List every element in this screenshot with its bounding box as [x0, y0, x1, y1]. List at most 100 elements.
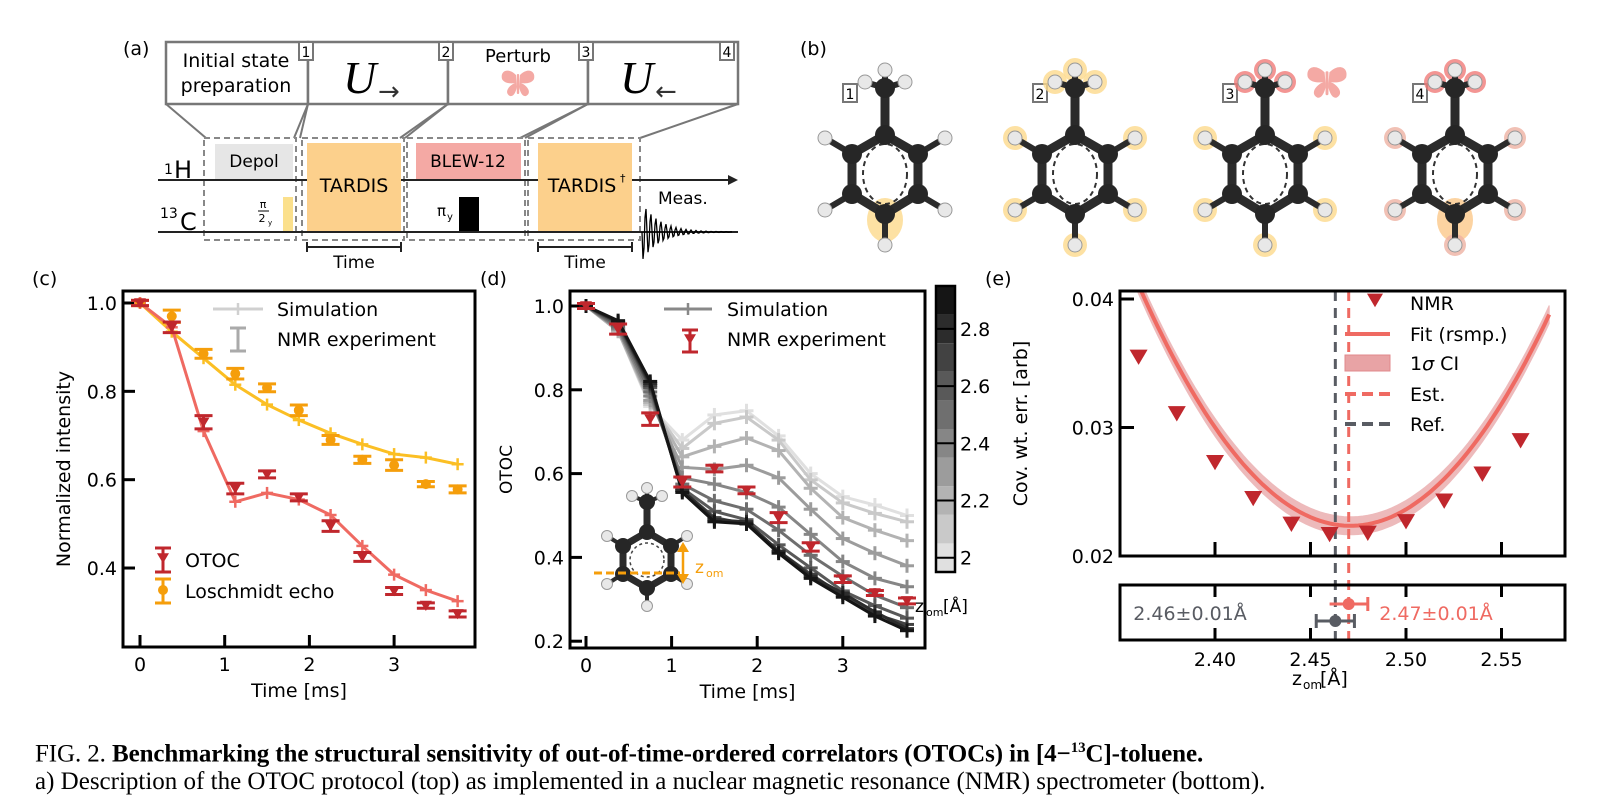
caption-line-2: a) Description of the OTOC protocol (top…	[35, 768, 1266, 795]
time-label-2: Time	[563, 253, 606, 273]
tardis-block	[307, 143, 401, 231]
colorbar-segment	[936, 343, 955, 372]
data-point	[772, 512, 785, 523]
data-point	[198, 348, 209, 359]
data-point	[901, 596, 913, 607]
molecule-2: 2	[1003, 58, 1147, 257]
legend-label: 1σ CI	[1410, 353, 1459, 375]
hydrogen-atom	[1197, 130, 1213, 146]
hydrogen-atom	[1507, 202, 1523, 218]
hydrogen-atom	[1427, 74, 1443, 90]
time-bracket-2	[537, 242, 633, 252]
pi2-sub: y	[268, 219, 272, 227]
legend-marker	[158, 585, 168, 595]
data-point	[708, 463, 721, 474]
chart-e-frame	[1118, 289, 1567, 558]
hydrogen-atom	[1257, 62, 1273, 78]
data-point	[324, 521, 337, 532]
hydrogen-atom	[937, 202, 953, 218]
colorbar-label-sub: om	[926, 606, 943, 619]
zom-label-sub: om	[706, 567, 723, 580]
y-tick-label: 1.0	[87, 293, 117, 315]
carbon-atom	[1445, 204, 1465, 224]
x-axis-label: z	[1292, 668, 1302, 690]
data-point	[1511, 433, 1530, 449]
chart-c-frame	[121, 289, 477, 649]
series-otoc-exp	[131, 298, 467, 620]
colorbar-label-unit: [Å]	[943, 595, 968, 617]
data-point	[1473, 466, 1492, 482]
data-point	[292, 492, 305, 503]
x-tick-label: 3	[388, 654, 400, 676]
molecule-marker-label: 1	[846, 87, 855, 103]
c-channel-sup: 13	[160, 206, 178, 222]
data-point	[451, 609, 464, 620]
blew12-block	[416, 143, 521, 179]
stage-initial-line2: preparation	[181, 75, 292, 97]
stage-boxes	[164, 40, 740, 106]
carbon-atom	[908, 184, 928, 204]
time-arrow-icon	[728, 175, 738, 185]
colorbar-tick-label: 2	[960, 548, 972, 570]
data-point	[230, 368, 241, 379]
zom-label: z	[695, 558, 704, 578]
carbon-atom	[1065, 125, 1085, 145]
hydrogen-atom	[1447, 62, 1463, 78]
zom-arrow-head-down	[677, 574, 689, 584]
hydrogen-atom	[817, 202, 833, 218]
carbon-atom	[1288, 184, 1308, 204]
molecule-marker-label: 3	[1226, 87, 1235, 103]
data-point	[1320, 526, 1339, 543]
data-point	[1435, 493, 1454, 509]
data-point	[389, 460, 400, 471]
legend-label: NMR	[1410, 293, 1454, 315]
panel-e-label: (e)	[985, 268, 1012, 290]
meas-label: Meas.	[658, 189, 708, 209]
data-point	[804, 542, 817, 553]
data-point	[1129, 349, 1148, 365]
data-point	[229, 483, 242, 494]
panel-b-label: (b)	[800, 38, 827, 60]
colorbar-segment	[936, 514, 955, 544]
blew12-label: BLEW-12	[430, 152, 506, 172]
molecule-4: 4	[1384, 59, 1526, 256]
data-point	[1358, 525, 1377, 541]
stage-perturb-title: Perturb	[485, 46, 551, 67]
carbon-atom	[1288, 144, 1308, 164]
data-point	[836, 574, 849, 585]
x-tick-label: 1	[666, 655, 678, 677]
y-tick-label: 0.6	[534, 464, 564, 486]
y-tick-label: 0.04	[1072, 289, 1114, 311]
x-tick-label: 2.55	[1480, 649, 1522, 671]
panel-c-label: (c)	[32, 268, 58, 290]
stage-box-u-forward	[306, 40, 450, 106]
carbon-atom	[1222, 144, 1242, 164]
carbon-atom	[1065, 204, 1085, 224]
y-axis-label: OTOC	[497, 445, 517, 494]
carbon-atom	[908, 144, 928, 164]
caption-title-end: C]-toluene.	[1085, 740, 1204, 768]
carbon-atom	[639, 580, 655, 596]
data-point	[262, 382, 273, 393]
data-point	[165, 322, 178, 333]
carbon-atom	[1032, 144, 1052, 164]
c-channel-base: C	[180, 208, 197, 236]
data-point	[388, 586, 401, 597]
stage-u-forward-symbol: U	[343, 52, 379, 103]
hydrogen-atom	[1317, 130, 1333, 146]
data-point	[325, 434, 336, 445]
hydrogen-atom	[877, 62, 893, 78]
x-tick-label: 2.45	[1289, 649, 1331, 671]
molecule-marker-label: 4	[1416, 87, 1425, 103]
panel-a-label: (a)	[123, 38, 150, 60]
molecule-3: 3	[1193, 59, 1347, 257]
hydrogen-atom	[1007, 202, 1023, 218]
arrow-left-icon: ←	[655, 77, 677, 107]
pi-y-pulse	[459, 197, 479, 231]
time-label-1: Time	[332, 253, 375, 273]
figure-caption: FIG. 2. Benchmarking the structural sens…	[35, 740, 1203, 768]
hydrogen-atom	[1067, 237, 1083, 253]
data-point	[740, 485, 753, 496]
